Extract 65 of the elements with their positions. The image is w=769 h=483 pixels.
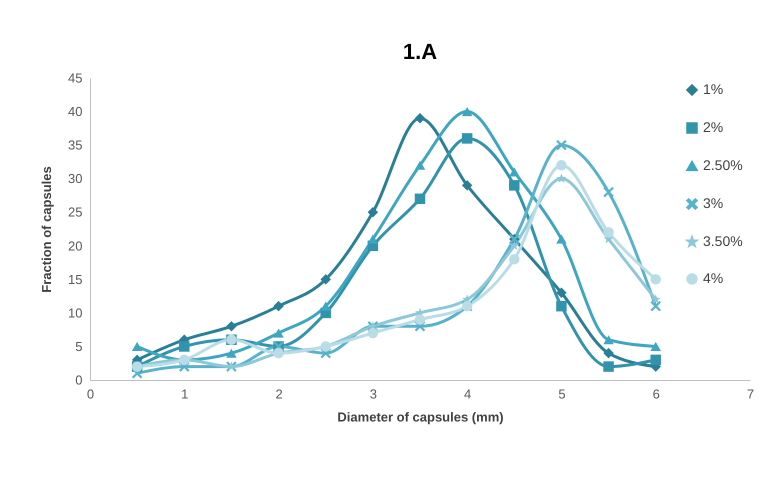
point	[556, 140, 567, 150]
point	[603, 361, 614, 372]
y-tick-label: 20	[68, 238, 82, 254]
x-tick-label: 2	[275, 386, 283, 402]
point	[320, 302, 331, 311]
legend-label: 3%	[703, 195, 724, 211]
x-tick-label: 1	[181, 386, 188, 402]
y-tick-label: 25	[68, 204, 82, 220]
x-tick-label: 6	[652, 386, 660, 402]
point	[603, 186, 614, 198]
point	[556, 288, 567, 298]
x-tick-label: 4	[464, 386, 472, 402]
point	[226, 321, 237, 332]
legend-label: 1%	[703, 81, 724, 97]
point	[509, 240, 520, 250]
y-tick-label: 15	[68, 272, 82, 287]
y-tick-label: 10	[68, 305, 82, 320]
point	[414, 194, 426, 204]
point	[556, 234, 567, 244]
point	[462, 133, 472, 144]
x-tick-label: 5	[558, 386, 566, 402]
point	[556, 160, 567, 170]
point	[132, 342, 142, 351]
point	[650, 354, 661, 366]
y-tick-label: 35	[68, 138, 82, 153]
point	[226, 348, 237, 358]
point	[603, 348, 614, 358]
point	[650, 342, 661, 351]
point	[273, 328, 284, 338]
point	[179, 341, 190, 352]
legend-label: 4%	[703, 270, 724, 286]
point	[414, 160, 426, 170]
point	[368, 206, 378, 218]
point	[414, 113, 426, 124]
point	[603, 335, 614, 344]
y-tick-label: 30	[68, 171, 82, 186]
point	[462, 107, 472, 116]
point	[650, 300, 661, 312]
legend-label: 3.50%	[703, 233, 743, 249]
y-tick-label: 5	[75, 338, 82, 354]
x-axis-title: Diameter of capsules (mm)	[337, 410, 504, 424]
point	[509, 254, 520, 264]
y-axis-title: Fraction of capsules	[39, 166, 54, 293]
point	[368, 234, 378, 244]
legend-label: 2%	[703, 119, 724, 135]
point	[556, 300, 567, 312]
y-tick-label: 45	[68, 70, 82, 86]
point	[509, 167, 520, 176]
point	[650, 274, 661, 285]
point	[509, 180, 520, 191]
y-tick-label: 0	[75, 372, 82, 388]
point	[556, 173, 566, 183]
legend-label: 2.50%	[703, 157, 743, 173]
point	[320, 274, 331, 285]
chart-title: 1.A	[402, 39, 438, 64]
point	[273, 300, 284, 312]
x-tick-label: 0	[86, 386, 94, 402]
point	[368, 328, 378, 338]
y-tick-label: 40	[68, 104, 82, 120]
x-tick-label: 7	[746, 386, 754, 402]
point	[462, 180, 472, 191]
point	[414, 314, 426, 325]
x-tick-label: 3	[370, 386, 377, 402]
point	[650, 294, 661, 304]
point	[603, 227, 614, 238]
